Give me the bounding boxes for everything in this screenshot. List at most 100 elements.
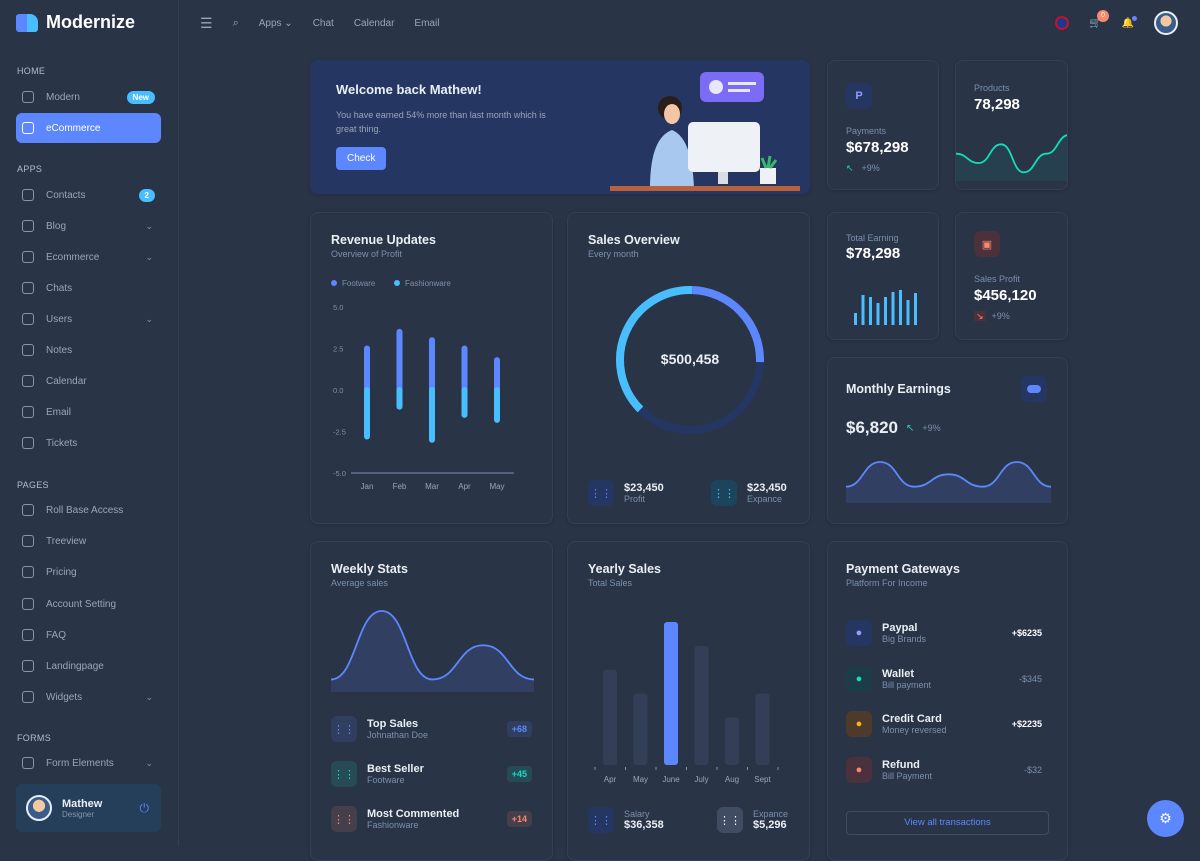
gateway-item: ● Wallet Bill payment -$345 <box>846 664 1047 694</box>
payments-change: +9% <box>861 163 880 173</box>
power-icon[interactable]: ⏻ <box>139 800 150 815</box>
x-tick-label: Aug <box>725 775 739 784</box>
menu-item-icon <box>22 566 34 578</box>
menu-item-icon <box>22 313 34 325</box>
gateway-subtitle: Big Brands <box>882 634 927 644</box>
gateway-amount: +$6235 <box>1011 628 1042 638</box>
logo-icon <box>16 13 38 32</box>
x-tick-label: July <box>694 775 708 784</box>
sidebar-item-chats[interactable]: Chats <box>16 273 161 303</box>
stat-subtitle: Johnathan Doe <box>367 730 429 740</box>
sales-overview-subtitle: Every month <box>588 249 639 259</box>
sidebar-item-notes[interactable]: Notes <box>16 335 161 365</box>
avatar <box>26 795 52 821</box>
menu-item-icon <box>22 406 34 418</box>
menu-icon[interactable]: ☰ <box>200 14 213 31</box>
paypal-icon: P <box>846 83 872 109</box>
sidebar-item-ecommerce[interactable]: eCommerce <box>16 113 161 143</box>
x-tick-label: Apr <box>458 482 471 491</box>
sidebar-item-label: Form Elements <box>46 757 114 769</box>
topbar: ☰ ⌕ Apps ⌄ Chat Calendar Email 🛒 0 🔔 <box>180 0 1200 46</box>
products-line <box>956 134 1067 174</box>
view-all-transactions-button[interactable]: View all transactions <box>846 811 1049 835</box>
sidebar-item-widgets[interactable]: Widgets ⌄ <box>16 682 161 712</box>
profile-name: Mathew <box>62 797 103 810</box>
sidebar-item-landingpage[interactable]: Landingpage <box>16 651 161 681</box>
chevron-down-icon: ⌄ <box>145 691 153 702</box>
expense-label: Expance <box>747 494 783 504</box>
search-icon[interactable]: ⌕ <box>232 16 239 29</box>
grid-icon: ⋮⋮ <box>588 807 614 833</box>
grid-icon: ⋮⋮ <box>717 807 743 833</box>
products-value: 78,298 <box>974 96 1020 113</box>
sidebar-item-treeview[interactable]: Treeview <box>16 526 161 556</box>
menu-item-icon <box>22 437 34 449</box>
products-card: Products 78,298 <box>955 60 1068 190</box>
cart-icon[interactable]: 🛒 0 <box>1089 9 1110 29</box>
x-tick-label: Mar <box>425 482 439 491</box>
sidebar-item-ecommerce[interactable]: Ecommerce ⌄ <box>16 242 161 272</box>
sidebar-item-pricing[interactable]: Pricing <box>16 557 161 587</box>
menu-item-icon <box>22 344 34 356</box>
calendar-link[interactable]: Calendar <box>353 17 395 29</box>
grid-icon: ⋮⋮ <box>331 716 357 742</box>
x-tick-label: Jan <box>361 482 374 491</box>
sidebar-item-users[interactable]: Users ⌄ <box>16 304 161 334</box>
yearly-bar <box>664 622 678 765</box>
salary-value: $36,358 <box>624 819 664 831</box>
user-avatar[interactable] <box>1154 11 1178 35</box>
chat-link[interactable]: Chat <box>312 17 334 29</box>
sidebar-item-label: Modern <box>46 91 80 103</box>
bell-icon[interactable]: 🔔 <box>1122 15 1137 29</box>
toggle-icon[interactable] <box>1021 376 1047 402</box>
apps-menu[interactable]: Apps ⌄ <box>258 17 293 29</box>
section-home: HOME <box>17 66 46 76</box>
sidebar-item-faq[interactable]: FAQ <box>16 620 161 650</box>
menu-item-icon <box>22 660 34 672</box>
weekly-area-chart <box>331 610 534 692</box>
grid-icon: ⋮⋮ <box>711 480 737 506</box>
sales-profit-value: $456,120 <box>974 287 1037 304</box>
sidebar-item-calendar[interactable]: Calendar <box>16 366 161 396</box>
weekly-subtitle: Average sales <box>331 578 388 588</box>
gateways-subtitle: Platform For Income <box>846 578 928 588</box>
sidebar-item-form-elements[interactable]: Form Elements ⌄ <box>16 748 161 778</box>
stat-title: Most Commented <box>367 808 460 820</box>
logo[interactable]: Modernize <box>16 12 135 33</box>
sidebar-item-label: Users <box>46 313 73 325</box>
legend-marker <box>394 280 400 286</box>
sidebar-item-contacts[interactable]: Contacts 2 <box>16 180 161 210</box>
arrow-up-left-icon: ↖ <box>846 163 854 173</box>
donut-slice <box>691 286 764 363</box>
profit-label: Profit <box>624 494 646 504</box>
gateway-subtitle: Bill Payment <box>882 770 933 781</box>
sidebar-item-label: Blog <box>46 220 67 232</box>
stat-subtitle: Footware <box>367 775 405 785</box>
menu-item-icon <box>22 375 34 387</box>
sidebar-item-account-setting[interactable]: Account Setting <box>16 589 161 619</box>
products-label: Products <box>974 83 1010 93</box>
earning-bar <box>906 300 910 325</box>
app-name: Modernize <box>46 12 136 32</box>
email-link[interactable]: Email <box>414 17 440 29</box>
legend-marker <box>331 280 337 286</box>
credit-card-icon: ● <box>846 711 872 737</box>
sidebar-item-label: Ecommerce <box>46 251 100 263</box>
products-sparkline <box>956 134 1067 181</box>
check-button[interactable]: Check <box>336 147 387 170</box>
earning-bar <box>914 293 917 325</box>
menu-item-icon <box>22 598 34 610</box>
sidebar-item-modern[interactable]: Modern New <box>16 82 161 112</box>
revenue-subtitle: Overview of Profit <box>331 249 403 259</box>
total-earning-value: $78,298 <box>846 245 901 262</box>
profile-role: Designer <box>62 809 95 819</box>
sidebar-item-blog[interactable]: Blog ⌄ <box>16 211 161 241</box>
sidebar-item-email[interactable]: Email <box>16 397 161 427</box>
gateway-item: ● Paypal Big Brands +$6235 <box>846 618 1047 648</box>
sidebar-item-roll-base-access[interactable]: Roll Base Access <box>16 495 161 525</box>
settings-fab[interactable]: ⚙ <box>1147 800 1184 837</box>
flag-uk-icon[interactable] <box>1055 16 1070 30</box>
y-tick-label: -2.5 <box>333 428 346 437</box>
user-profile[interactable]: Mathew Designer ⏻ <box>16 784 161 832</box>
sidebar-item-tickets[interactable]: Tickets <box>16 428 161 458</box>
